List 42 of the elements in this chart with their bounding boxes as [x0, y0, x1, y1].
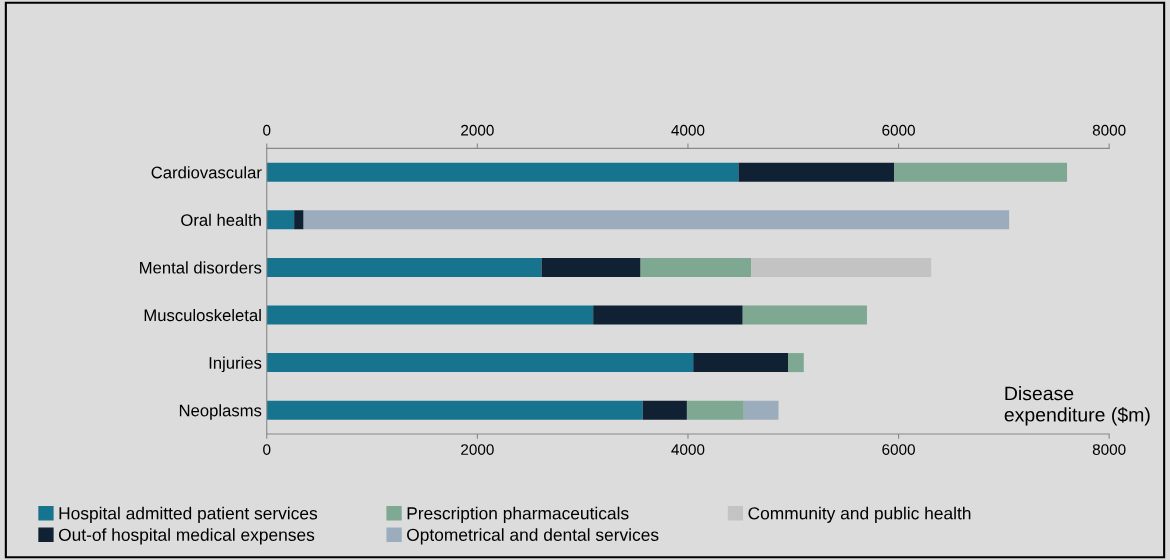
x2-tick-label: 8000 — [1092, 124, 1126, 136]
x-tick-label: 8000 — [1092, 444, 1126, 455]
legend-label: Hospital admitted patient services — [59, 506, 318, 523]
x-tick-label: 4000 — [671, 444, 705, 455]
y-tick-label: Oral health — [181, 213, 261, 226]
y-tick-label: Cardiovascular — [151, 166, 262, 179]
bar — [686, 400, 744, 420]
legend-label: Community and public health — [748, 506, 971, 523]
bar — [541, 257, 641, 277]
x-tick-label: 0 — [263, 444, 271, 455]
x2-tick-label: 2000 — [461, 124, 494, 136]
bar — [787, 353, 804, 373]
bar — [742, 305, 867, 325]
bar — [266, 353, 694, 373]
x2-tick-label: 6000 — [882, 124, 915, 136]
bar — [303, 210, 1010, 230]
bar — [266, 162, 739, 182]
bar — [642, 400, 687, 420]
x-tick-label: 2000 — [461, 444, 494, 455]
bar — [266, 400, 643, 420]
bar — [593, 305, 743, 325]
bar — [266, 305, 594, 325]
bar — [894, 162, 1068, 182]
bar — [693, 353, 788, 373]
legend-label: Out-of hospital medical expenses — [58, 528, 315, 545]
bar — [266, 257, 542, 277]
y-tick-label: Neoplasms — [179, 404, 262, 420]
legend-label: Optometrical and dental services — [407, 528, 659, 545]
x2-tick-label: 4000 — [671, 124, 705, 136]
bar — [738, 162, 895, 182]
bar — [640, 257, 752, 277]
y-tick-label: Mental disorders — [140, 261, 262, 274]
x2-tick-label: 0 — [263, 124, 271, 136]
x-tick-label: 6000 — [882, 444, 915, 455]
bar — [294, 210, 304, 230]
bar — [743, 400, 779, 420]
bar — [751, 257, 932, 277]
y-tick-label: Musculoskeletal — [144, 308, 261, 322]
legend-label: Prescription pharmaceuticals — [407, 506, 629, 523]
bar — [266, 210, 295, 230]
y-tick-label: Injuries — [209, 356, 262, 373]
x-axis-title: Disease expenditure ($m) — [1004, 386, 1150, 426]
